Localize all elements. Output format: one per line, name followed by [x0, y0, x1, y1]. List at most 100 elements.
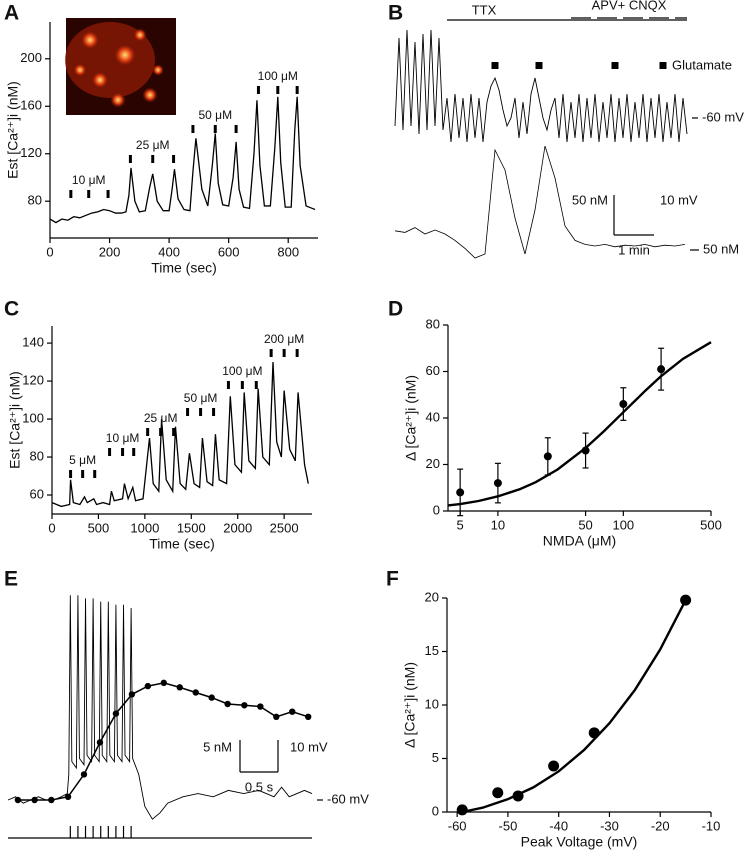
stimulus-label: 100 μM: [222, 364, 262, 378]
panel-letter: C: [4, 298, 19, 321]
y-tick-label: 80: [30, 448, 44, 463]
y-tick-label: 100: [22, 410, 44, 425]
x-tick-label: 1500: [177, 520, 206, 535]
x-tick-label: 1000: [130, 520, 159, 535]
y-tick-label: 120: [20, 145, 42, 160]
calcium-point: [289, 708, 296, 715]
point: [456, 488, 465, 497]
fit-curve: [447, 341, 712, 507]
calcium-point: [14, 796, 22, 804]
stimulus-label: 25 μM: [136, 138, 170, 152]
y-axis-label: Est [Ca²⁺]i (nM): [7, 371, 23, 469]
x-tick-label: 5: [457, 517, 464, 532]
stimulus-bar: [191, 125, 195, 133]
y-tick-label: 0: [433, 502, 440, 517]
panel-letter: F: [386, 568, 399, 591]
y-tick-label: 0: [432, 803, 439, 818]
voltage-trace: [394, 29, 688, 143]
y-axis-label: Δ [Ca²⁺]i (nM): [402, 662, 418, 748]
baseline-label: -60 mV: [702, 109, 744, 124]
stimulus-bar: [240, 381, 244, 389]
glutamate-mark: [491, 62, 499, 69]
y-tick-label: 80: [28, 193, 42, 208]
glutamate-mark: [659, 62, 667, 69]
stimulus-bar: [234, 125, 238, 133]
point: [657, 365, 666, 374]
x-tick-label: 500: [700, 517, 722, 532]
trace: [51, 362, 309, 508]
glutamate-mark: [535, 62, 543, 69]
stimulus-label: 5 μM: [69, 453, 96, 467]
x-tick-label: 0: [48, 520, 55, 535]
point: [680, 594, 692, 606]
x-tick-label: 600: [218, 244, 240, 259]
x-tick-label: -20: [651, 818, 670, 833]
x-tick-label: -50: [499, 818, 518, 833]
x-axis-label: Peak Voltage (mV): [521, 834, 638, 850]
fit-curve: [461, 599, 687, 814]
stimulus-bar: [151, 155, 155, 163]
apv-cnqx-label: APV+ CNQX: [592, 0, 667, 12]
y-tick-label: 140: [22, 335, 44, 350]
stimulus-bar: [87, 190, 91, 198]
calcium-point: [241, 702, 248, 709]
y-tick-label: 120: [22, 373, 44, 388]
stimulus-bar: [121, 448, 125, 456]
trace: [49, 96, 316, 224]
stimulus-bar: [295, 349, 299, 357]
y-tick-label: 60: [30, 486, 44, 501]
stimulus-bar: [295, 86, 299, 94]
y-tick-label: 80: [426, 316, 440, 331]
point: [512, 790, 524, 802]
point: [619, 400, 628, 409]
stimulus-bar: [282, 349, 286, 357]
calcium-trace: [394, 145, 686, 259]
calcium-point: [96, 739, 104, 746]
x-tick-label: -30: [600, 818, 619, 833]
stimulus-label: 200 μM: [264, 332, 304, 346]
y-tick-label: 20: [425, 589, 439, 604]
calcium-point: [224, 700, 231, 708]
x-tick-label: 500: [88, 520, 110, 535]
scalebar-label: 5 nM: [203, 739, 232, 754]
y-tick-label: 20: [426, 456, 440, 471]
y-tick-label: 200: [20, 50, 42, 65]
calcium-point: [192, 689, 199, 696]
x-tick-label: 100: [612, 517, 634, 532]
stimulus-bar: [159, 428, 163, 436]
stimulus-bar: [256, 86, 260, 94]
x-tick-label: -40: [549, 818, 568, 833]
stimulus-label: 100 μM: [258, 69, 298, 83]
x-tick-label: 800: [277, 244, 299, 259]
calcium-point: [112, 710, 120, 717]
stimulus-label: 10 μM: [106, 431, 140, 445]
panel-letter: D: [388, 298, 403, 321]
inset-image: [65, 18, 176, 115]
stimulus-label: 50 μM: [198, 108, 232, 122]
y-axis-label: Est [Ca²⁺]i (nM): [5, 81, 21, 179]
calcium-point: [176, 684, 183, 691]
calcium-point: [273, 713, 280, 720]
x-tick-label: 400: [158, 244, 180, 259]
calcium-point: [208, 694, 215, 701]
panel-letter: A: [4, 2, 19, 25]
voltage-trace: [7, 595, 313, 820]
baseline-label: 50 nM: [703, 241, 739, 256]
stimulus-bar: [226, 381, 230, 389]
scalebar-label: 10 mV: [660, 192, 698, 207]
y-tick-label: 160: [20, 98, 42, 113]
stimulus-bar: [69, 470, 73, 478]
stimulus-bar: [93, 470, 97, 478]
stimulus-bar: [269, 349, 273, 357]
x-tick-label: 50: [578, 517, 592, 532]
y-tick-label: 40: [426, 409, 440, 424]
point: [492, 787, 504, 799]
x-axis-label: Time (sec): [149, 536, 215, 552]
y-tick-label: 60: [426, 363, 440, 378]
point: [581, 446, 590, 455]
calcium-point: [128, 691, 136, 698]
calcium-point: [144, 682, 152, 690]
point: [548, 760, 560, 772]
x-tick-label: 2500: [270, 520, 299, 535]
